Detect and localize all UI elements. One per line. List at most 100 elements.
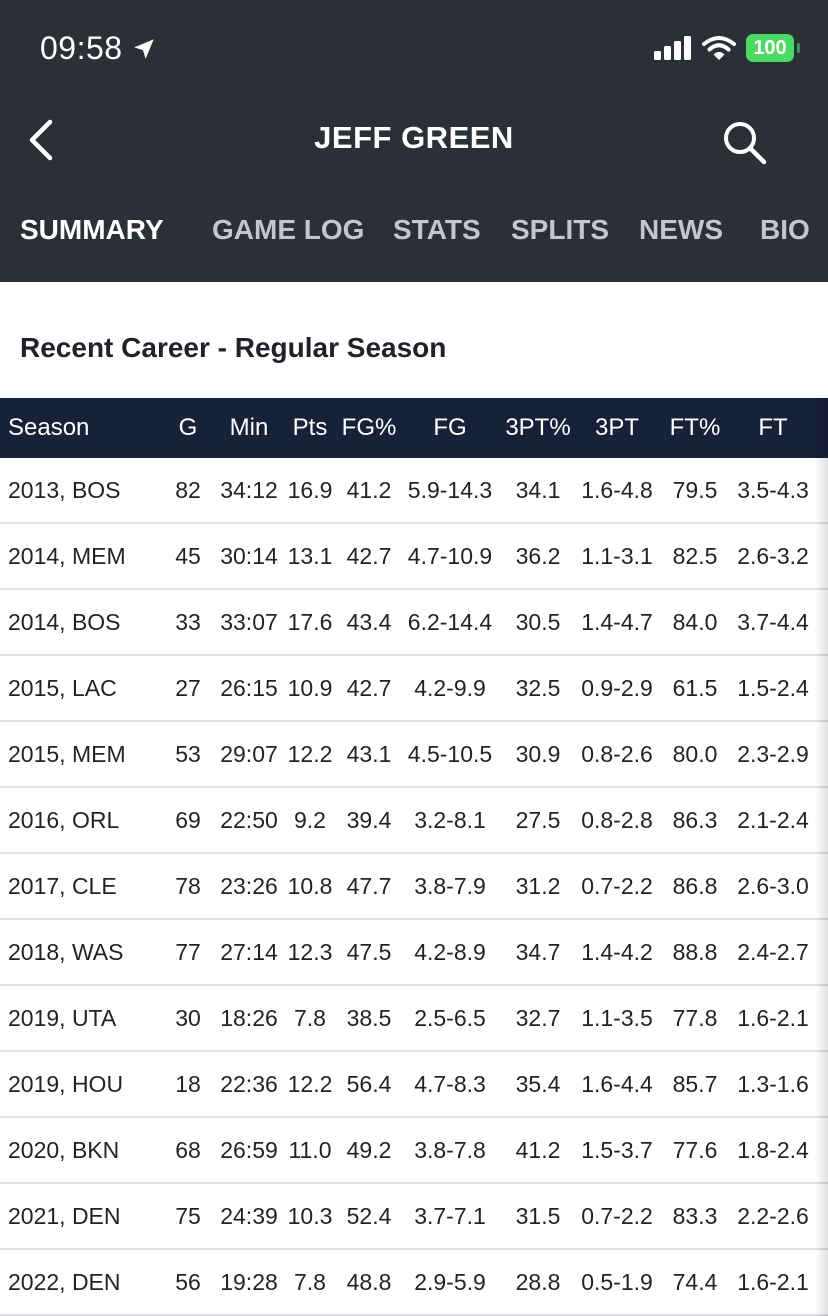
cell-ft-pct: 79.5 <box>672 476 718 503</box>
tab-bio[interactable]: BIO <box>760 214 810 245</box>
cell-season: 2015, MEM <box>8 740 126 767</box>
table-row[interactable]: 2022, DEN 56 19:28 7.8 48.8 2.9-5.9 28.8 0.5-1.… <box>0 1250 828 1316</box>
cell-ft-pct: 74.4 <box>672 1268 718 1295</box>
column-header-min[interactable]: Min <box>229 414 269 441</box>
tab-bar: SUMMARY GAME LOG STATS SPLITS NEWS BIO <box>20 214 810 246</box>
cell-pts: 16.9 <box>287 476 333 503</box>
cell-ft-pct: 77.8 <box>672 1004 718 1031</box>
cell-min: 26:59 <box>220 1136 278 1163</box>
cell-min: 22:50 <box>220 806 278 833</box>
column-header-g[interactable]: G <box>178 414 198 441</box>
cell-g: 75 <box>175 1202 201 1229</box>
cell-ft: 1.5-2.4 <box>737 674 809 701</box>
cell-pts: 12.2 <box>287 1070 333 1097</box>
table-row[interactable]: 2015, LAC 27 26:15 10.9 42.7 4.2-9.9 32.5 0.9-2… <box>0 656 828 722</box>
cell-season: 2017, CLE <box>8 872 117 899</box>
cell-fg-pct: 48.8 <box>346 1268 392 1295</box>
table-row[interactable]: 2021, DEN 75 24:39 10.3 52.4 3.7-7.1 31.5 0.7-2… <box>0 1184 828 1250</box>
column-header-pts[interactable]: Pts <box>292 414 328 441</box>
table-row[interactable]: 2019, HOU 18 22:36 12.2 56.4 4.7-8.3 35.4 1.6-4… <box>0 1052 828 1118</box>
cell-ft: 2.4-2.7 <box>737 938 809 965</box>
back-chevron-icon[interactable] <box>22 116 62 164</box>
cell-3pt: 1.4-4.7 <box>581 608 653 635</box>
cell-ft: 2.1-2.4 <box>737 806 809 833</box>
cell-min: 18:26 <box>220 1004 278 1031</box>
cell-fg: 2.5-6.5 <box>414 1004 486 1031</box>
column-header-3pt-pct[interactable]: 3PT% <box>505 414 571 441</box>
cell-g: 33 <box>175 608 201 635</box>
table-row[interactable]: 2019, UTA 30 18:26 7.8 38.5 2.5-6.5 32.7 1.1-3.… <box>0 986 828 1052</box>
status-bar-time: 09:58 <box>40 30 157 67</box>
cell-fg: 3.2-8.1 <box>414 806 486 833</box>
cell-3pt: 0.9-2.9 <box>581 674 653 701</box>
cell-ft-pct: 88.8 <box>672 938 718 965</box>
cell-min: 23:26 <box>220 872 278 899</box>
cell-fg: 6.2-14.4 <box>407 608 493 635</box>
cell-g: 53 <box>175 740 201 767</box>
cell-fg: 4.5-10.5 <box>407 740 493 767</box>
cell-season: 2018, WAS <box>8 938 124 965</box>
column-header-fg-pct[interactable]: FG% <box>341 414 397 441</box>
cell-3pt-pct: 28.8 <box>515 1268 561 1295</box>
cell-fg-pct: 47.7 <box>346 872 392 899</box>
search-icon[interactable] <box>720 118 768 166</box>
tab-game-log[interactable]: GAME LOG <box>212 214 365 245</box>
cell-ft: 1.6-2.1 <box>737 1268 809 1295</box>
cell-season: 2014, BOS <box>8 608 121 635</box>
cell-ft: 1.6-2.1 <box>737 1004 809 1031</box>
cell-pts: 12.2 <box>287 740 333 767</box>
cell-3pt-pct: 30.9 <box>515 740 561 767</box>
cell-3pt: 0.8-2.8 <box>581 806 653 833</box>
cell-season: 2013, BOS <box>8 476 121 503</box>
cell-fg: 3.7-7.1 <box>414 1202 486 1229</box>
tab-stats[interactable]: STATS <box>393 214 481 245</box>
cell-min: 26:15 <box>220 674 278 701</box>
tab-splits[interactable]: SPLITS <box>511 214 610 245</box>
cell-3pt: 0.7-2.2 <box>581 1202 653 1229</box>
cell-g: 77 <box>175 938 201 965</box>
cell-fg-pct: 42.7 <box>346 542 392 569</box>
section-title: Recent Career - Regular Season <box>20 332 447 363</box>
cell-3pt-pct: 30.5 <box>515 608 561 635</box>
column-header-ft[interactable]: FT <box>758 414 788 441</box>
cell-3pt: 1.6-4.4 <box>581 1070 653 1097</box>
column-header-fg[interactable]: FG <box>433 414 467 441</box>
cell-fg-pct: 43.1 <box>346 740 392 767</box>
cell-3pt: 1.1-3.1 <box>581 542 653 569</box>
cell-ft: 3.7-4.4 <box>737 608 809 635</box>
cell-min: 22:36 <box>220 1070 278 1097</box>
cell-3pt-pct: 36.2 <box>515 542 561 569</box>
cell-g: 30 <box>175 1004 201 1031</box>
table-row[interactable]: 2014, BOS 33 33:07 17.6 43.4 6.2-14.4 30.5 1.4-… <box>0 590 828 656</box>
cell-g: 78 <box>175 872 201 899</box>
table-row[interactable]: 2016, ORL 69 22:50 9.2 39.4 3.2-8.1 27.5 0.8-2.… <box>0 788 828 854</box>
table-row[interactable]: 2013, BOS 82 34:12 16.9 41.2 5.9-14.3 34.1 1.6-… <box>0 458 828 524</box>
column-header-3pt[interactable]: 3PT <box>594 414 639 441</box>
cell-fg-pct: 47.5 <box>346 938 392 965</box>
cell-pts: 13.1 <box>287 542 333 569</box>
cell-fg: 4.7-8.3 <box>414 1070 486 1097</box>
table-row[interactable]: 2015, MEM 53 29:07 12.2 43.1 4.5-10.5 30.9 0.8-… <box>0 722 828 788</box>
column-header-ft-pct[interactable]: FT% <box>669 414 721 441</box>
table-row[interactable]: 2017, CLE 78 23:26 10.8 47.7 3.8-7.9 31.2 0.7-2… <box>0 854 828 920</box>
cell-3pt-pct: 34.7 <box>515 938 561 965</box>
table-row[interactable]: 2020, BKN 68 26:59 11.0 49.2 3.8-7.8 41.2 1.5-3… <box>0 1118 828 1184</box>
table-row[interactable]: 2014, MEM 45 30:14 13.1 42.7 4.7-10.9 36.2 1.1-… <box>0 524 828 590</box>
cell-fg: 4.7-10.9 <box>407 542 493 569</box>
cell-3pt: 1.4-4.2 <box>581 938 653 965</box>
cell-3pt: 0.8-2.6 <box>581 740 653 767</box>
cell-3pt-pct: 27.5 <box>515 806 561 833</box>
cell-3pt: 0.5-1.9 <box>581 1268 653 1295</box>
cell-3pt: 1.5-3.7 <box>581 1136 653 1163</box>
cell-ft-pct: 84.0 <box>672 608 718 635</box>
cell-3pt: 1.6-4.8 <box>581 476 653 503</box>
column-header-season[interactable]: Season <box>8 414 90 441</box>
cell-pts: 9.2 <box>294 806 326 833</box>
scroll-edge-shadow <box>814 398 828 1316</box>
table-row[interactable]: 2018, WAS 77 27:14 12.3 47.5 4.2-8.9 34.7 1.4-4… <box>0 920 828 986</box>
cell-fg-pct: 49.2 <box>346 1136 392 1163</box>
tab-summary[interactable]: SUMMARY <box>20 214 164 245</box>
tab-news[interactable]: NEWS <box>639 214 723 245</box>
cell-g: 56 <box>175 1268 201 1295</box>
cell-fg-pct: 42.7 <box>346 674 392 701</box>
